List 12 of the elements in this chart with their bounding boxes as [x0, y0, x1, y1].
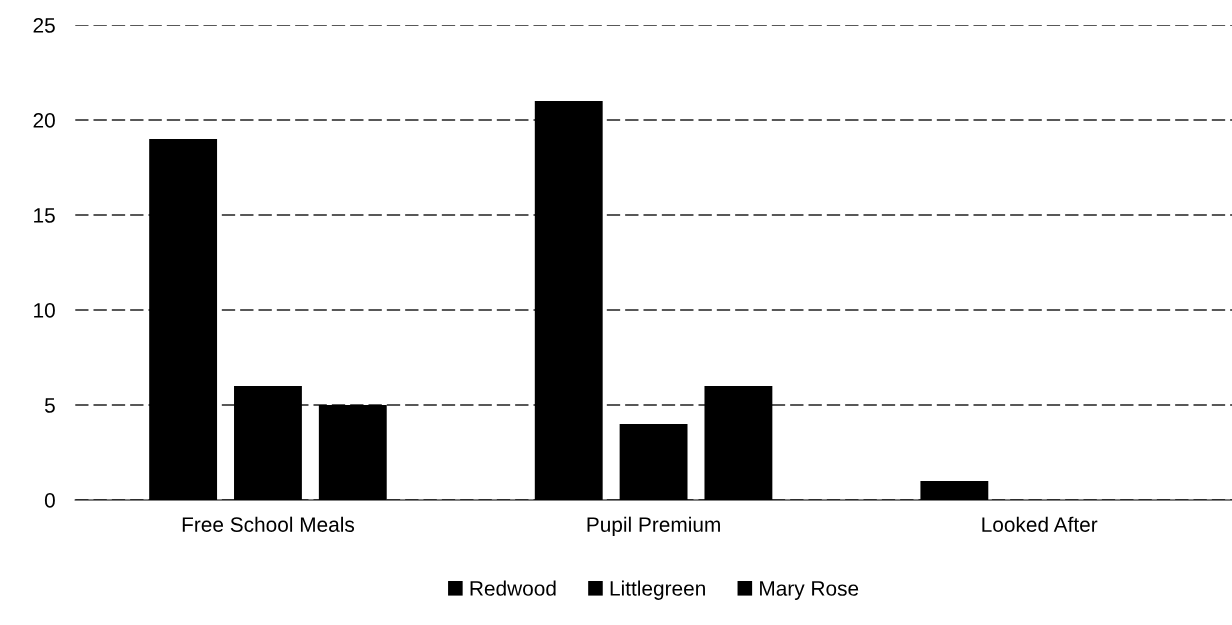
x-tick-label: Pupil Premium — [587, 516, 720, 537]
x-tick-label: Free School Meals — [182, 516, 355, 532]
y-tick-label: 25 — [33, 18, 55, 33]
y-tick-label: 15 — [34, 208, 55, 223]
legend-label: Redwood — [470, 580, 556, 596]
x-tick-label: Looked After — [982, 516, 1098, 532]
y-tick-label: 0 — [44, 493, 55, 508]
y-tick-label: 20 — [33, 113, 55, 128]
legend-label: Littlegreen — [610, 580, 705, 600]
y-tick-label: 10 — [34, 303, 55, 318]
legend-label: Mary Rose — [760, 581, 859, 600]
y-tick-label: 5 — [44, 398, 55, 413]
